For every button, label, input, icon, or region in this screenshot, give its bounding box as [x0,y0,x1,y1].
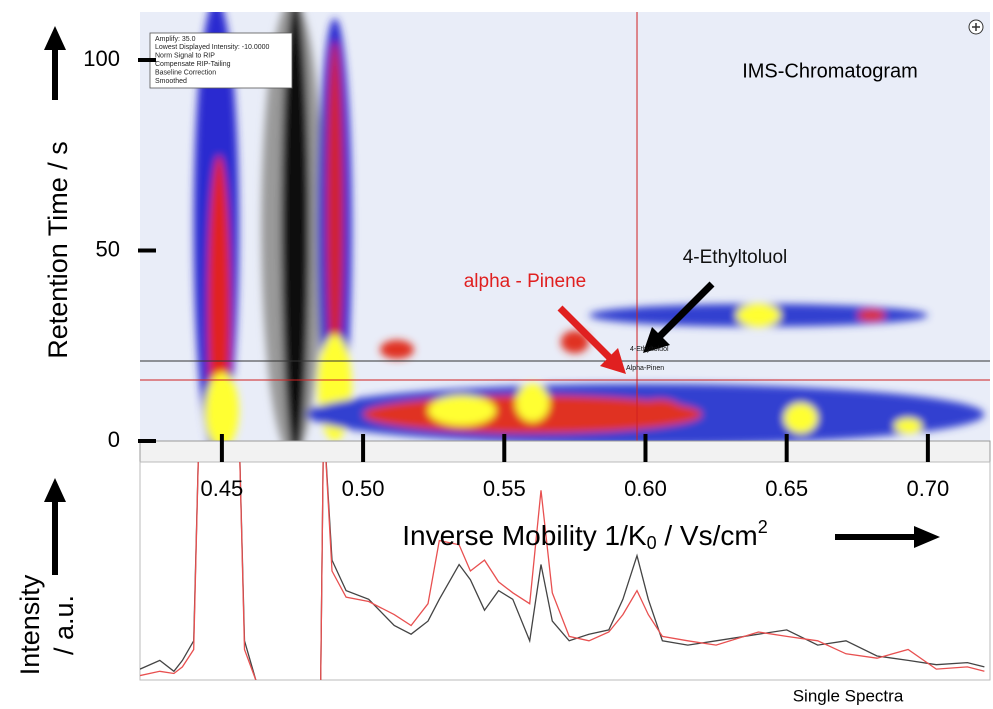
peak [515,383,550,422]
x-axis-label: Inverse Mobility 1/K0 / Vs/cm2 [402,517,767,553]
x-axis-label-part: 0 [647,533,657,553]
crosshair-label: 4-Ethyltoluol [630,346,669,353]
x-tick-label: 0.70 [906,476,949,501]
settings-line: Lowest Displayed Intensity: -10.0000 [155,44,270,51]
x-tick-label: 0.60 [624,476,667,501]
peak [204,372,239,441]
settings-line: Norm Signal to RIP [155,53,215,60]
x-axis-label-part: / Vs/cm [657,520,758,551]
intensity-arrow-head [44,478,66,502]
pinene-arrow-head [600,348,626,374]
peak [857,309,886,321]
y-tick-label: 100 [83,46,120,71]
peak [637,399,683,422]
settings-line: Smoothed [155,78,187,85]
pinene-arrow [557,305,615,363]
peak [735,303,782,327]
settings-line: Baseline Correction [155,69,216,76]
chart-title: IMS-Chromatogram [742,60,918,82]
settings-box [149,32,293,89]
ethyltoluol-arrow-head [643,327,670,353]
y-axis-label-line: / a.u. [49,595,79,655]
y-axis-label-line: Intensity [15,574,45,675]
spectrum-line [140,462,985,680]
x-tick-label: 0.45 [200,476,243,501]
x-axis-label-part: Inverse Mobility 1/K [402,520,647,551]
y-axis-label: Intensity / a.u. [15,574,79,675]
y-axis-label: Retention Time / s [43,141,73,359]
ethyltoluol-arrow [655,281,715,341]
y-arrow-head [44,26,66,50]
x-tick-label: 0.50 [342,476,385,501]
crosshair-label: Alpha-Pinen [626,365,664,372]
peak [380,340,414,360]
peak [893,418,923,434]
axis-strip [139,440,991,463]
annotation: alpha - Pinene [464,271,587,292]
peak [281,12,310,441]
peak [207,155,231,441]
y-tick-label: 50 [96,236,120,261]
y-tick-label: 0 [108,427,120,452]
heatmap [140,12,990,441]
peak [783,402,818,434]
x-arrow-head [914,526,940,548]
peak [560,330,590,354]
zoom-icon-plus [972,23,980,31]
spectra [140,462,985,680]
peaks [193,12,985,441]
peak [428,395,496,426]
peak [326,40,344,384]
note: Single Spectra [793,686,904,705]
x-tick-label: 0.55 [483,476,526,501]
x-tick-label: 0.65 [765,476,808,501]
annotation: 4-Ethyltoluol [683,247,788,268]
settings-line: Amplify: 35.0 [155,36,196,43]
x-axis-label-part: 2 [758,517,768,537]
spectra-frame [139,461,991,681]
settings-line: Compensate RIP-Tailing [155,61,231,68]
